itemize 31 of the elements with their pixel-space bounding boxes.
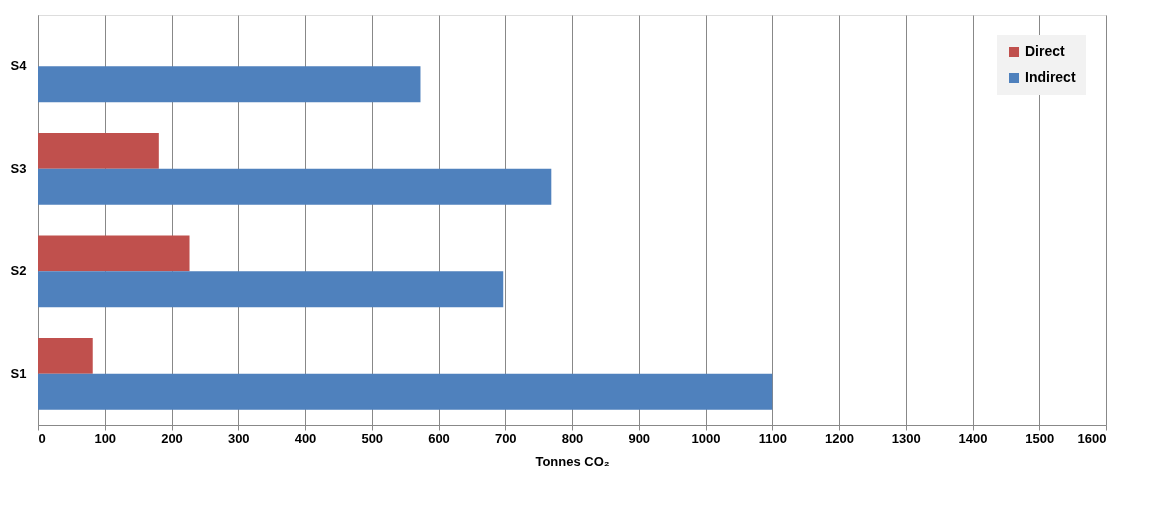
y-tick-label: S4 — [10, 58, 28, 74]
x-tick-label: 1300 — [891, 430, 921, 446]
y-tick-label: S2 — [10, 263, 27, 279]
bar — [38, 168, 552, 205]
x-tick-label: 1600 — [1077, 430, 1107, 446]
x-tick-label: 800 — [561, 430, 584, 446]
x-tick-label: 600 — [428, 430, 450, 446]
x-tick-label: 700 — [494, 430, 517, 446]
x-tick-label: 0 — [38, 430, 46, 446]
x-tick-label: 100 — [94, 430, 117, 446]
legend-label: Indirect — [1025, 69, 1076, 85]
bar — [38, 337, 93, 374]
bar — [38, 235, 190, 272]
x-tick-label: 300 — [227, 430, 250, 446]
x-tick-label: 1000 — [691, 430, 721, 446]
legend-label: Direct — [1025, 43, 1066, 59]
x-tick-label: 1100 — [758, 430, 787, 446]
x-axis-title: Tonnes CO₂ — [535, 453, 610, 469]
bar — [38, 66, 421, 103]
bar — [38, 373, 773, 410]
y-tick-label: S1 — [10, 365, 27, 381]
bar — [38, 271, 504, 308]
x-tick-label: 200 — [161, 430, 183, 446]
x-tick-label: 1200 — [825, 430, 854, 446]
bar — [38, 132, 159, 169]
x-tick-label: 900 — [628, 430, 651, 446]
y-tick-label: S3 — [10, 160, 27, 176]
x-tick-label: 500 — [361, 430, 384, 446]
x-tick-label: 400 — [294, 430, 317, 446]
x-tick-label: 1400 — [958, 430, 988, 446]
x-tick-label: 1500 — [1025, 430, 1055, 446]
